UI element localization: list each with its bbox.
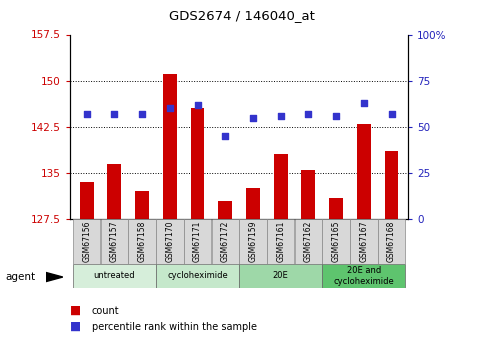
Bar <box>384 151 398 219</box>
Bar <box>156 264 239 288</box>
Point <box>221 133 229 139</box>
Bar <box>274 155 287 219</box>
Bar <box>184 219 211 264</box>
Bar <box>80 182 94 219</box>
Text: ■: ■ <box>70 304 81 317</box>
Point <box>138 111 146 117</box>
Bar <box>100 219 128 264</box>
Text: GSM67157: GSM67157 <box>110 220 119 262</box>
Point <box>83 111 90 117</box>
Bar <box>156 219 184 264</box>
Text: GSM67156: GSM67156 <box>82 220 91 262</box>
Text: GSM67165: GSM67165 <box>332 220 341 262</box>
Point <box>360 100 368 106</box>
Point <box>388 111 396 117</box>
Text: count: count <box>92 306 119 316</box>
Text: cycloheximide: cycloheximide <box>167 272 228 280</box>
Bar <box>322 219 350 264</box>
Point <box>194 102 201 107</box>
Text: GSM67162: GSM67162 <box>304 220 313 262</box>
Bar <box>107 164 121 219</box>
Bar <box>218 200 232 219</box>
Text: GSM67159: GSM67159 <box>248 220 257 262</box>
Point <box>166 106 174 111</box>
Bar <box>191 108 204 219</box>
Bar <box>128 219 156 264</box>
Bar <box>322 264 405 288</box>
Bar <box>350 219 378 264</box>
Text: GSM67158: GSM67158 <box>138 220 146 262</box>
Bar <box>239 219 267 264</box>
Text: GDS2674 / 146040_at: GDS2674 / 146040_at <box>169 9 314 22</box>
Bar <box>329 198 343 219</box>
Text: percentile rank within the sample: percentile rank within the sample <box>92 322 257 332</box>
Polygon shape <box>46 273 63 282</box>
Bar <box>163 75 177 219</box>
Text: untreated: untreated <box>94 272 135 280</box>
Bar <box>135 191 149 219</box>
Text: GSM67161: GSM67161 <box>276 220 285 262</box>
Point <box>111 111 118 117</box>
Text: 20E: 20E <box>273 272 288 280</box>
Bar <box>378 219 405 264</box>
Text: 20E and
cycloheximide: 20E and cycloheximide <box>333 266 394 286</box>
Bar <box>73 219 100 264</box>
Text: agent: agent <box>6 272 36 282</box>
Point <box>332 113 340 118</box>
Text: ■: ■ <box>70 319 81 333</box>
Bar <box>246 188 260 219</box>
Text: GSM67171: GSM67171 <box>193 220 202 262</box>
Point <box>249 115 257 120</box>
Point <box>277 113 284 118</box>
Point <box>304 111 312 117</box>
Bar <box>239 264 322 288</box>
Text: GSM67170: GSM67170 <box>165 220 174 262</box>
Text: GSM67172: GSM67172 <box>221 220 230 262</box>
Bar <box>357 124 371 219</box>
Bar <box>301 170 315 219</box>
Bar <box>295 219 322 264</box>
Text: GSM67168: GSM67168 <box>387 220 396 262</box>
Text: GSM67167: GSM67167 <box>359 220 369 262</box>
Bar <box>73 264 156 288</box>
Bar <box>267 219 294 264</box>
Bar <box>212 219 239 264</box>
